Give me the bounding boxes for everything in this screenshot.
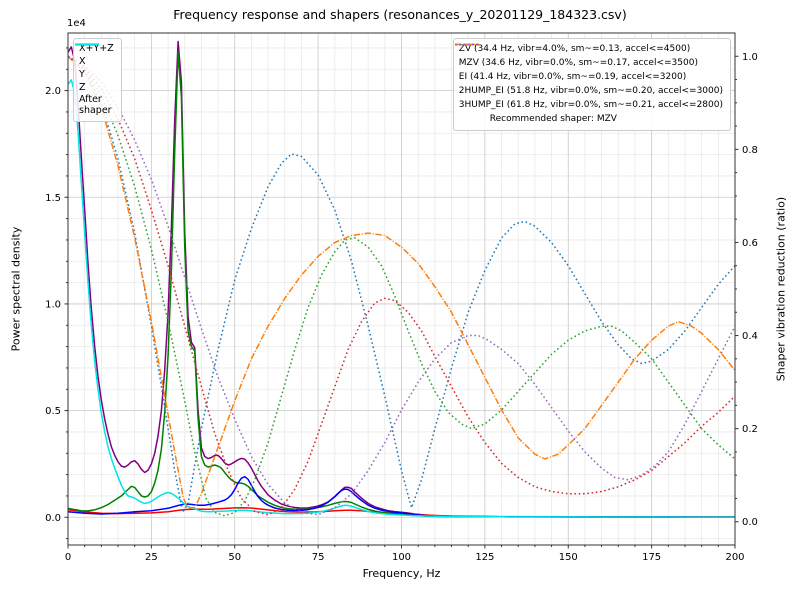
y-tick-label: 0.5 bbox=[45, 406, 61, 417]
legend-psd: X+Y+Z X Y Z After shaper bbox=[73, 38, 122, 122]
y2-tick-label: 1.0 bbox=[742, 52, 758, 63]
x-tick-label: 125 bbox=[475, 552, 494, 563]
recommended-shaper-text: Recommended shaper: MZV bbox=[489, 114, 617, 125]
legend-item-3hump-ei: 3HUMP_EI (61.8 Hz, vibr=0.0%, sm~=0.21, … bbox=[454, 43, 723, 112]
x-tick-label: 175 bbox=[642, 552, 661, 563]
y-axis-label-right: Shaper vibration reduction (ratio) bbox=[774, 196, 788, 382]
legend-shapers: ZV (34.4 Hz, vibr=4.0%, sm~=0.13, accel<… bbox=[452, 38, 731, 131]
x-tick-label: 75 bbox=[312, 552, 325, 563]
legend-label: 2HUMP_EI (51.8 Hz, vibr=0.0%, sm~=0.20, … bbox=[458, 86, 723, 97]
legend-item-zv: ZV (34.4 Hz, vibr=4.0%, sm~=0.13, accel<… bbox=[454, 43, 723, 56]
legend-item-y: Y bbox=[75, 43, 114, 81]
shaper-line-mzv bbox=[67, 55, 736, 509]
legend-label: Z bbox=[79, 81, 86, 93]
legend-label: 3HUMP_EI (61.8 Hz, vibr=0.0%, sm~=0.21, … bbox=[458, 100, 723, 111]
y2-tick-label: 0.2 bbox=[742, 424, 758, 435]
y-axis-offset-text: 1e4 bbox=[67, 18, 86, 29]
legend-label: ZV (34.4 Hz, vibr=4.0%, sm~=0.13, accel<… bbox=[458, 44, 691, 55]
y-tick-label: 2.0 bbox=[45, 86, 61, 97]
shaper-line-ei bbox=[67, 55, 736, 517]
x-tick-label: 25 bbox=[145, 552, 158, 563]
legend-label: X+Y+Z bbox=[79, 42, 114, 54]
x-tick-label: 50 bbox=[228, 552, 241, 563]
x-tick-label: 150 bbox=[559, 552, 578, 563]
legend-item-2hump-ei: 2HUMP_EI (51.8 Hz, vibr=0.0%, sm~=0.20, … bbox=[454, 43, 723, 98]
legend-item-mzv: MZV (34.6 Hz, vibr=0.0%, sm~=0.17, accel… bbox=[454, 43, 723, 70]
legend-item-z: Z bbox=[75, 43, 114, 94]
legend-item-ei: EI (41.4 Hz, vibr=0.0%, sm~=0.19, accel<… bbox=[454, 43, 723, 84]
y2-tick-label: 0.0 bbox=[742, 517, 758, 528]
legend-label: Y bbox=[79, 68, 85, 80]
x-tick-label: 200 bbox=[725, 552, 744, 563]
y-tick-label: 1.0 bbox=[45, 299, 61, 310]
legend-label: X bbox=[79, 55, 86, 67]
legend-line-sample-icon bbox=[454, 43, 479, 46]
legend-line-sample-icon bbox=[75, 43, 99, 46]
shaper-line-zv bbox=[67, 55, 736, 514]
psd-line-after-shaper bbox=[67, 79, 735, 518]
y-tick-label: 1.5 bbox=[45, 193, 61, 204]
legend-label: After shaper bbox=[79, 94, 112, 116]
recommended-shaper-note: Recommended shaper: MZV bbox=[459, 113, 723, 126]
chart-title: Frequency response and shapers (resonanc… bbox=[173, 7, 627, 22]
axis-ticks: 0 25 50 75 100 125 150 175 200 0.0 0.5 1.0 1.5 2.0 0.0… bbox=[45, 47, 758, 563]
y2-tick-label: 0.8 bbox=[742, 145, 758, 156]
y2-tick-label: 0.4 bbox=[742, 331, 758, 342]
y-axis-label-left: Power spectral density bbox=[9, 226, 23, 352]
legend-label: MZV (34.6 Hz, vibr=0.0%, sm~=0.17, accel… bbox=[458, 58, 698, 69]
legend-label: EI (41.4 Hz, vibr=0.0%, sm~=0.19, accel<… bbox=[458, 72, 687, 83]
legend-line-sample-icon bbox=[454, 43, 479, 46]
x-axis-label: Frequency, Hz bbox=[362, 567, 441, 580]
y-tick-label: 0.0 bbox=[45, 513, 61, 524]
legend-item-after-shaper: After shaper bbox=[75, 43, 114, 117]
shaper-line-2hump-ei bbox=[67, 55, 736, 516]
legend-item-x: X bbox=[75, 43, 114, 68]
x-tick-label: 100 bbox=[392, 552, 411, 563]
x-tick-label: 0 bbox=[65, 552, 71, 563]
shaper-line-3hump-ei bbox=[67, 55, 736, 516]
y2-tick-label: 0.6 bbox=[742, 238, 758, 249]
